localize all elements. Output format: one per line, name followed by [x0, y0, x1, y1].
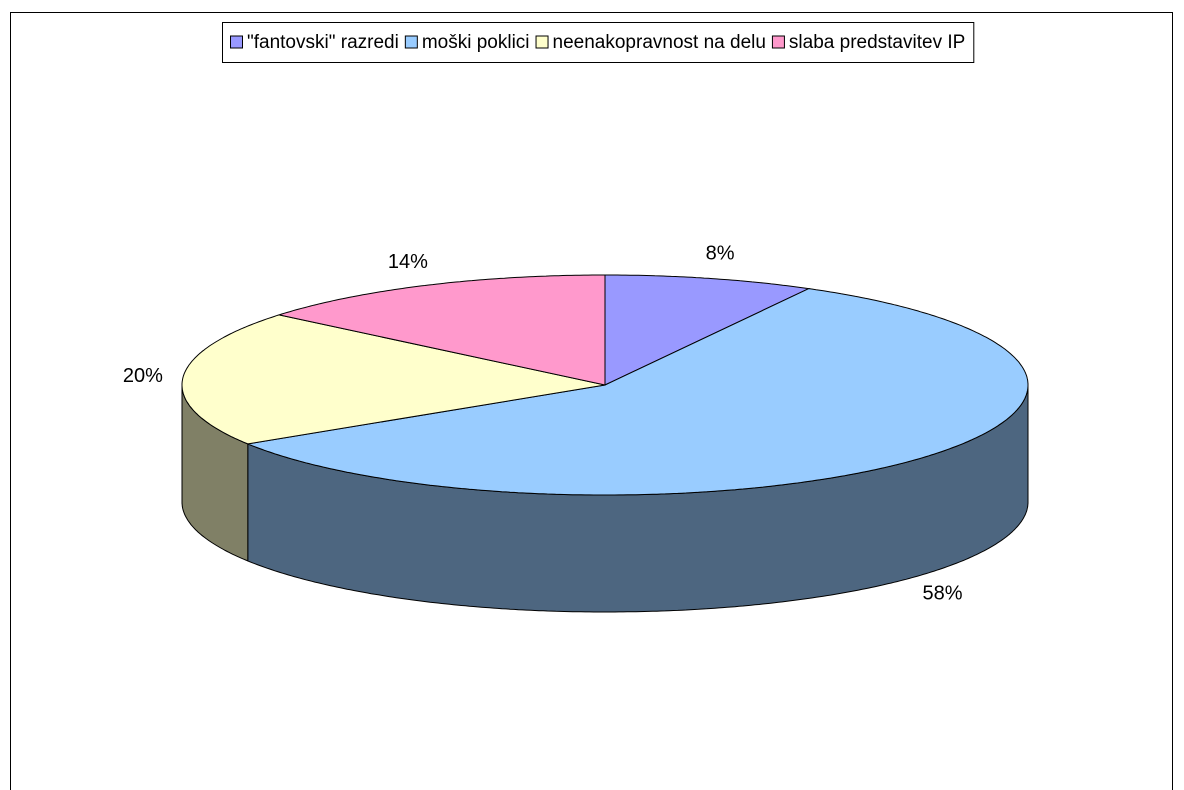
legend-swatch — [771, 35, 785, 49]
legend-label: slaba predstavitev IP — [789, 32, 965, 53]
pie-slice — [604, 274, 811, 386]
legend-swatch — [230, 35, 243, 49]
legend-swatch — [535, 35, 549, 49]
legend-label: "fantovski" razredi — [247, 32, 399, 53]
pie-slice — [246, 288, 1029, 496]
legend-swatch — [404, 35, 418, 49]
legend-box — [222, 22, 975, 63]
data-label: 14% — [388, 251, 428, 273]
data-label: 8% — [706, 242, 735, 264]
legend-label: moški poklici — [422, 32, 530, 53]
legend-label: neenakopravnost na delu — [553, 32, 766, 53]
pie-tops — [181, 274, 1029, 496]
data-labels: 8% 58% 20% 14% — [123, 242, 963, 604]
pie-slice — [181, 314, 606, 445]
pie-slice — [277, 274, 606, 386]
data-label: 58% — [922, 583, 962, 605]
data-label: 20% — [123, 365, 163, 387]
legend: "fantovski" razredi moški poklici neenakop… — [222, 22, 975, 63]
